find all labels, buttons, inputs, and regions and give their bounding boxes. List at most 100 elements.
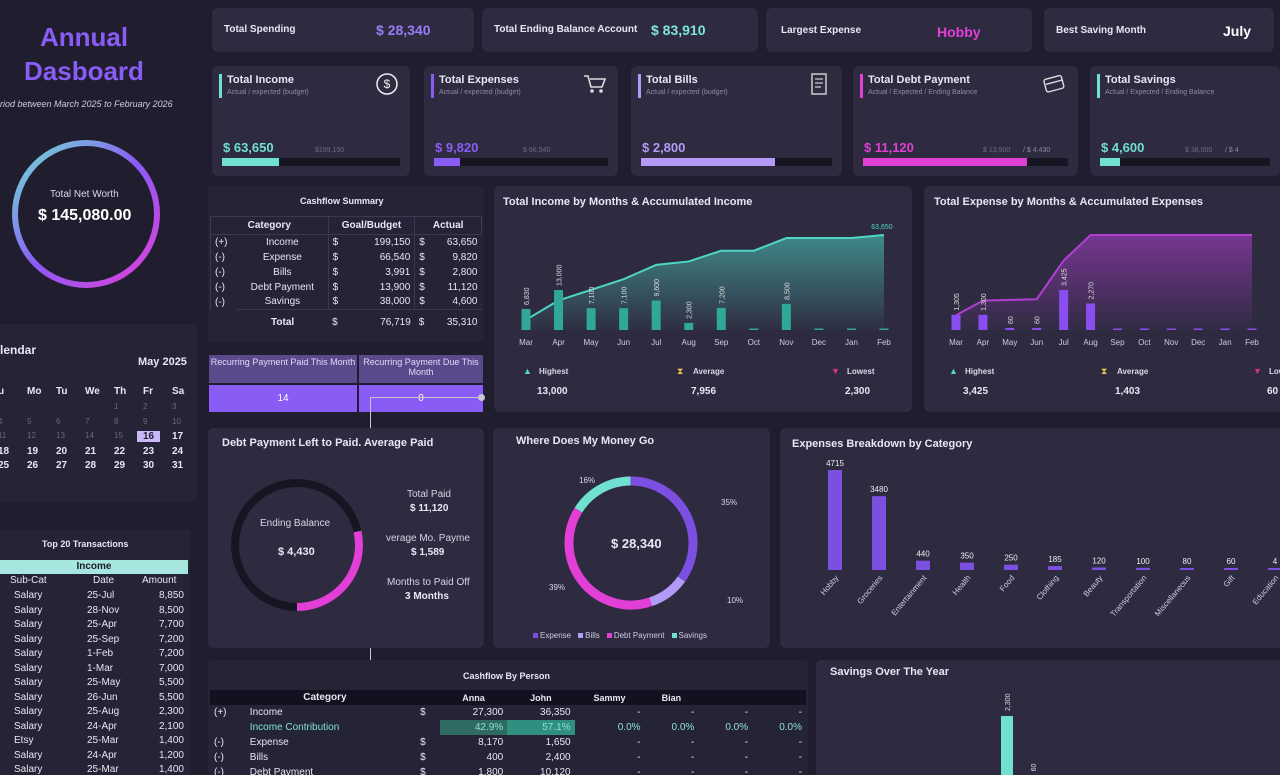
- calendar-day[interactable]: 31: [172, 460, 184, 471]
- receipt-icon: [811, 73, 827, 95]
- calendar-day[interactable]: 14: [85, 431, 94, 440]
- bar: [749, 328, 759, 330]
- debt-months-label: Months to Paid Off: [387, 577, 470, 588]
- top20-cell: 8,850: [158, 590, 184, 601]
- accumulated-area: [526, 235, 884, 330]
- calendar-day[interactable]: 9: [143, 416, 148, 426]
- calendar-day[interactable]: 28: [85, 460, 97, 471]
- x-tick-label: Sep: [714, 338, 729, 347]
- calendar-day[interactable]: 13: [56, 431, 65, 440]
- calendar-weekday: Th: [114, 386, 127, 397]
- calendar-day[interactable]: 16: [137, 431, 161, 442]
- dollar-icon: $: [376, 73, 398, 95]
- accent-bar: [638, 74, 641, 98]
- progress-fill: [434, 158, 461, 166]
- period-text: riod between March 2025 to February 2026: [0, 99, 173, 109]
- calendar-day[interactable]: 1: [114, 402, 119, 411]
- bp-header: John: [530, 692, 552, 703]
- x-tick-label: Food: [998, 574, 1017, 594]
- cfs-cell: $: [327, 279, 349, 295]
- calendar-day[interactable]: 26: [27, 460, 39, 471]
- breakdown-title: Expenses Breakdown by Category: [792, 438, 973, 450]
- top20-cell: Salary: [14, 648, 43, 659]
- progress-fill: [641, 158, 775, 166]
- bp-cell: -: [798, 752, 802, 763]
- calendar-day[interactable]: 12: [27, 431, 36, 440]
- stat-icon: ▼: [831, 366, 840, 376]
- calendar-day[interactable]: 19: [27, 445, 39, 457]
- calendar-day[interactable]: 25: [0, 460, 10, 471]
- bp-cell: 0.0%: [779, 722, 802, 733]
- cfs-cell: 4,600: [452, 296, 478, 308]
- calendar-day[interactable]: 30: [143, 460, 155, 471]
- calendar-day[interactable]: 6: [56, 416, 61, 426]
- cfs-cell: (-): [210, 294, 238, 310]
- donut-label: 39%: [549, 583, 565, 592]
- kpi-total-spending: [212, 8, 474, 52]
- calendar-title: lendar: [0, 343, 37, 357]
- calendar-day[interactable]: 24: [172, 445, 184, 457]
- calendar-day[interactable]: 15: [114, 431, 123, 440]
- calendar-weekday: We: [85, 386, 100, 397]
- calendar-day[interactable]: 17: [172, 431, 184, 442]
- cfs-header: Goal/Budget: [327, 216, 416, 235]
- bar-label: 60: [1227, 557, 1236, 566]
- cfs-cell: $: [414, 264, 433, 280]
- calendar-day[interactable]: 2: [143, 402, 148, 411]
- cfs-cell: $: [414, 249, 433, 265]
- connector-handle[interactable]: [478, 394, 485, 401]
- calendar-day[interactable]: 7: [85, 416, 90, 426]
- top20-cell: 25-Aug: [87, 706, 120, 717]
- calendar-day[interactable]: 29: [114, 460, 126, 471]
- bp-cell: (+): [214, 707, 227, 718]
- recurring-due-header: Recurring Payment Due This Month: [359, 355, 483, 383]
- progress-fill: [222, 158, 279, 166]
- calendar-day[interactable]: 8: [114, 416, 119, 426]
- bp-cell: 2,400: [545, 752, 571, 763]
- calendar-day[interactable]: 11: [0, 431, 7, 440]
- stat-icon: ⧗: [677, 366, 684, 376]
- debt-months-value: 3 Months: [405, 591, 449, 602]
- summary-card-title: Total Savings: [1105, 74, 1176, 86]
- calendar-grid: uMoTuWeThFrSa123456789101112131415161718…: [0, 386, 191, 476]
- cfs-total: Total: [237, 309, 329, 336]
- x-tick-label: Dec: [1191, 338, 1205, 347]
- bar: [1220, 328, 1230, 330]
- expense-chart: 1,305 Mar 1,300 Apr 60 May 60 Jun 3,425 Jul 2,270 A…: [949, 234, 1259, 347]
- summary-card-subtitle: Actual / Expected / Ending Balance: [1105, 89, 1215, 96]
- connector-line: [370, 397, 482, 398]
- title-line-1: Annual: [40, 22, 129, 52]
- x-tick-label: Aug: [1083, 338, 1097, 347]
- bar-label: 1,300: [981, 293, 988, 311]
- summary-card-value: $ 9,820: [435, 140, 479, 155]
- calendar-day[interactable]: 18: [0, 445, 10, 457]
- kpi-label: Total Ending Balance Account: [494, 24, 638, 35]
- calendar-day[interactable]: 20: [56, 445, 68, 457]
- calendar-day[interactable]: 21: [85, 445, 97, 457]
- recurring-paid-value: 14: [209, 385, 357, 412]
- cfs-cell: 13,900: [379, 281, 411, 293]
- bar: [1086, 303, 1096, 330]
- calendar-day[interactable]: 27: [56, 460, 68, 471]
- bp-cell: 10,120: [540, 767, 571, 775]
- calendar-day[interactable]: 4: [0, 416, 3, 426]
- bar: [716, 307, 726, 330]
- x-tick-label: May: [1002, 338, 1017, 347]
- bp-cell: -: [690, 707, 695, 718]
- cfs-cell: $: [327, 264, 349, 280]
- top20-cell: 26-Jun: [87, 691, 118, 703]
- x-tick-label: Apr: [977, 338, 990, 347]
- summary-card-value: $ 11,120: [864, 140, 914, 155]
- calendar-day[interactable]: 23: [143, 445, 155, 457]
- bar: [1001, 716, 1013, 775]
- calendar-day[interactable]: 10: [172, 416, 181, 426]
- bar: [1059, 290, 1069, 330]
- bp-cell: 57.1%: [507, 720, 575, 735]
- recurring-due-value: 0: [359, 385, 483, 412]
- calendar-day[interactable]: 3: [172, 402, 177, 411]
- accumulated-line: [955, 234, 1252, 317]
- calendar-day[interactable]: 5: [27, 416, 32, 426]
- calendar-day[interactable]: 22: [114, 445, 126, 457]
- cfs-cell: $: [414, 234, 433, 250]
